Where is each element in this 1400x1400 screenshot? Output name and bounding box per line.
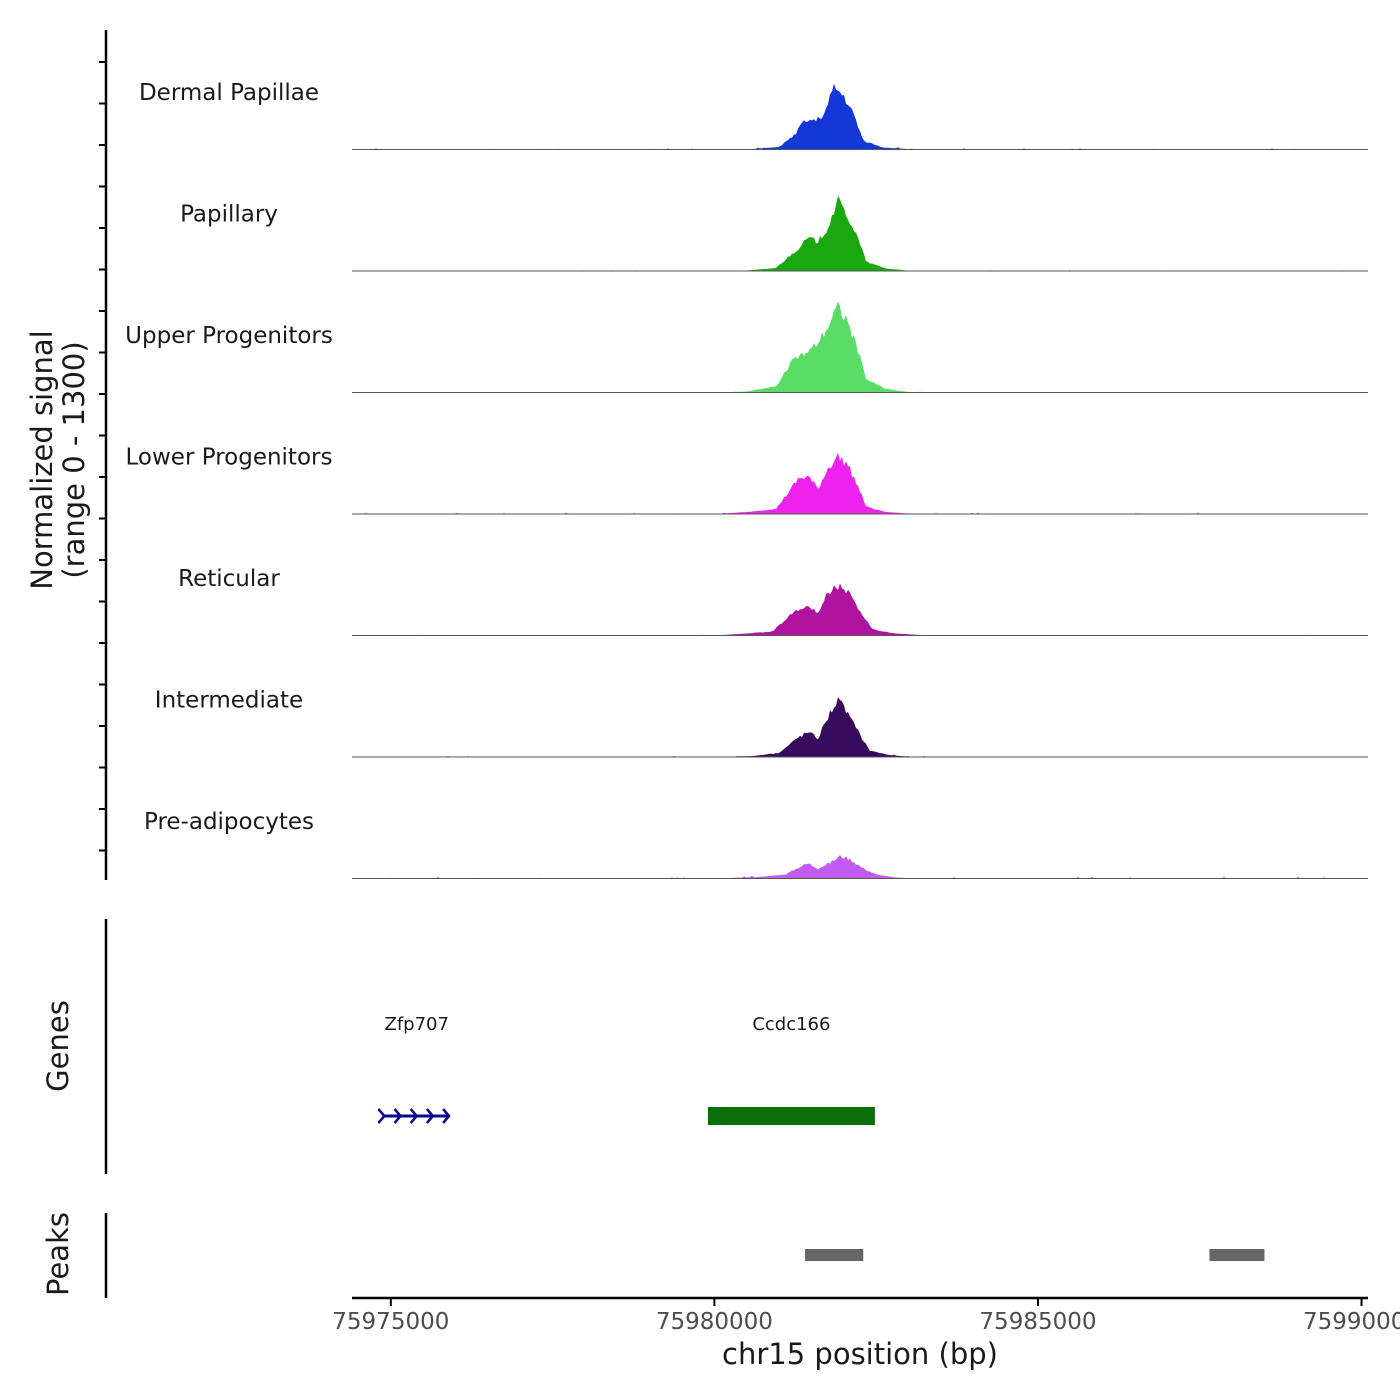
peaks-axis-title: Peaks xyxy=(41,1212,75,1296)
genes-axis-title: Genes xyxy=(41,1000,75,1092)
signal-axis-title-line2: (range 0 - 1300) xyxy=(57,341,91,578)
coverage-area xyxy=(352,855,1368,879)
gene-label: Zfp707 xyxy=(384,1014,448,1035)
track-papillary: Papillary xyxy=(180,195,1368,272)
track-reticular: Reticular xyxy=(178,566,1368,636)
track-label: Lower Progenitors xyxy=(126,445,333,471)
track-label: Dermal Papillae xyxy=(139,80,319,106)
track-intermediate: Intermediate xyxy=(155,688,1368,758)
coverage-tracks: Dermal Papillae Papillary Upper Progenitor… xyxy=(125,80,1368,879)
track-label: Papillary xyxy=(180,202,278,228)
track-dermal-papillae: Dermal Papillae xyxy=(139,80,1368,150)
peak-region xyxy=(804,1249,864,1261)
strand-arrow-icon xyxy=(442,1108,451,1124)
gene-exon xyxy=(707,1107,875,1125)
strand-arrow-icon xyxy=(409,1108,419,1124)
peak-region xyxy=(1209,1249,1265,1261)
track-label: Upper Progenitors xyxy=(125,323,333,349)
signal-axis-ticks xyxy=(99,61,106,852)
x-tick-label: 75990000 xyxy=(1303,1309,1400,1335)
coverage-area xyxy=(352,301,1368,393)
track-pre-adipocytes: Pre-adipocytes xyxy=(144,809,1368,879)
strand-arrow-icon xyxy=(425,1108,435,1124)
x-tick-label: 75975000 xyxy=(332,1309,449,1335)
track-lower-progenitors: Lower Progenitors xyxy=(126,445,1368,515)
coverage-area xyxy=(352,83,1368,150)
coverage-area xyxy=(352,195,1368,271)
x-tick-label: 75980000 xyxy=(656,1309,773,1335)
x-axis-ticks: 75975000 75980000 75985000 75990000 xyxy=(332,1298,1400,1335)
gene-label: Ccdc166 xyxy=(752,1014,830,1035)
strand-arrow-icon xyxy=(393,1108,403,1124)
x-axis-title: chr15 position (bp) xyxy=(722,1337,998,1371)
track-label: Intermediate xyxy=(155,688,303,714)
coverage-area xyxy=(352,452,1368,514)
gene-zfp707: Zfp707 xyxy=(377,1014,451,1124)
signal-axis-title-line1: Normalized signal xyxy=(25,330,59,589)
strand-arrow-icon xyxy=(377,1108,387,1124)
gene-ccdc166: Ccdc166 xyxy=(707,1014,875,1125)
gene-track: Zfp707 Ccdc166 xyxy=(377,1014,875,1125)
track-label: Reticular xyxy=(178,566,280,592)
coverage-area xyxy=(352,697,1368,757)
coverage-area xyxy=(352,583,1368,636)
track-label: Pre-adipocytes xyxy=(144,809,314,835)
x-tick-label: 75985000 xyxy=(979,1309,1096,1335)
track-upper-progenitors: Upper Progenitors xyxy=(125,301,1368,393)
peak-track xyxy=(804,1249,1265,1261)
